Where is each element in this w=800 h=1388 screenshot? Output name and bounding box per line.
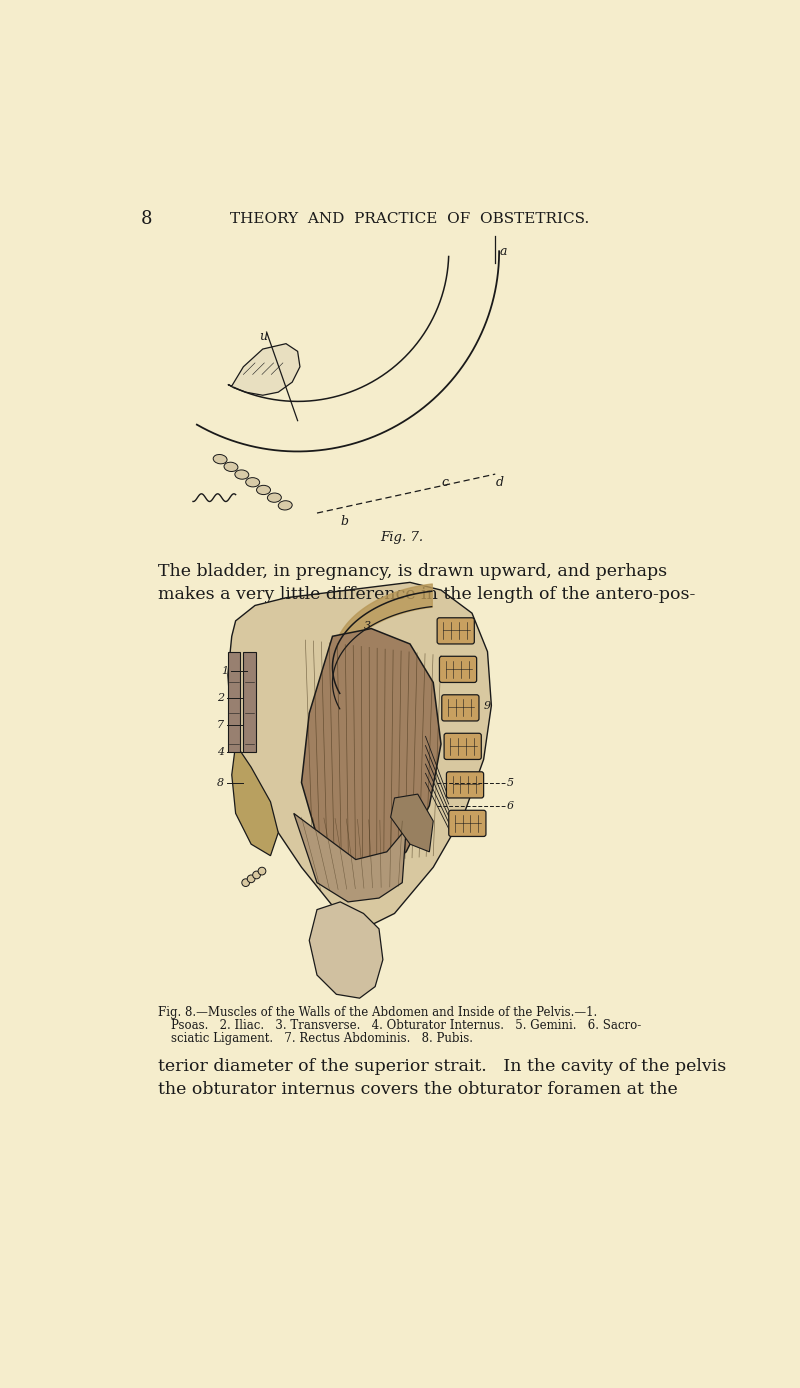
Bar xyxy=(228,651,240,752)
Text: THEORY  AND  PRACTICE  OF  OBSTETRICS.: THEORY AND PRACTICE OF OBSTETRICS. xyxy=(230,212,590,226)
Ellipse shape xyxy=(224,462,238,472)
FancyBboxPatch shape xyxy=(444,733,482,759)
Text: 8: 8 xyxy=(217,777,224,787)
Text: terior diameter of the superior strait.   In the cavity of the pelvis: terior diameter of the superior strait. … xyxy=(158,1058,726,1076)
FancyBboxPatch shape xyxy=(446,772,484,798)
Text: 7: 7 xyxy=(217,720,224,730)
Text: 3: 3 xyxy=(364,622,371,632)
Polygon shape xyxy=(390,794,434,852)
Text: c: c xyxy=(441,476,448,489)
Text: 4: 4 xyxy=(217,747,224,756)
Text: Psoas.   2. Iliac.   3. Transverse.   4. Obturator Internus.   5. Gemini.   6. S: Psoas. 2. Iliac. 3. Transverse. 4. Obtur… xyxy=(171,1019,642,1031)
Polygon shape xyxy=(310,902,383,998)
Text: Fig. 8.—Muscles of the Walls of the Abdomen and Inside of the Pelvis.—1.: Fig. 8.—Muscles of the Walls of the Abdo… xyxy=(158,1006,598,1019)
Ellipse shape xyxy=(278,501,292,509)
Bar xyxy=(243,651,256,752)
Ellipse shape xyxy=(267,493,282,502)
Text: 6: 6 xyxy=(507,801,514,811)
Text: 9: 9 xyxy=(484,701,490,711)
Text: u: u xyxy=(259,330,267,343)
Text: d: d xyxy=(495,476,503,489)
Circle shape xyxy=(258,868,266,874)
FancyBboxPatch shape xyxy=(439,657,477,683)
Polygon shape xyxy=(228,583,491,929)
Text: a: a xyxy=(499,246,506,258)
Polygon shape xyxy=(294,813,406,902)
Ellipse shape xyxy=(213,454,227,464)
Ellipse shape xyxy=(257,486,270,494)
Ellipse shape xyxy=(246,477,260,487)
Polygon shape xyxy=(228,344,300,396)
Text: the obturator internus covers the obturator foramen at the: the obturator internus covers the obtura… xyxy=(158,1081,678,1098)
Polygon shape xyxy=(232,744,278,856)
FancyBboxPatch shape xyxy=(442,695,479,720)
Text: The bladder, in pregnancy, is drawn upward, and perhaps: The bladder, in pregnancy, is drawn upwa… xyxy=(158,564,667,580)
FancyBboxPatch shape xyxy=(437,618,474,644)
Text: b: b xyxy=(340,515,348,527)
Circle shape xyxy=(253,872,261,879)
Text: Fig. 7.: Fig. 7. xyxy=(381,532,424,544)
Text: makes a very little difference in the length of the antero-pos-: makes a very little difference in the le… xyxy=(158,586,695,604)
Text: 1: 1 xyxy=(221,666,228,676)
Text: 8: 8 xyxy=(140,210,152,228)
Ellipse shape xyxy=(235,471,249,479)
Polygon shape xyxy=(302,629,441,874)
Circle shape xyxy=(242,879,250,887)
FancyBboxPatch shape xyxy=(449,811,486,837)
Circle shape xyxy=(247,874,255,883)
Text: sciatic Ligament.   7. Rectus Abdominis.   8. Pubis.: sciatic Ligament. 7. Rectus Abdominis. 8… xyxy=(171,1033,474,1045)
Text: 2: 2 xyxy=(217,693,224,702)
Text: 5: 5 xyxy=(507,777,514,787)
